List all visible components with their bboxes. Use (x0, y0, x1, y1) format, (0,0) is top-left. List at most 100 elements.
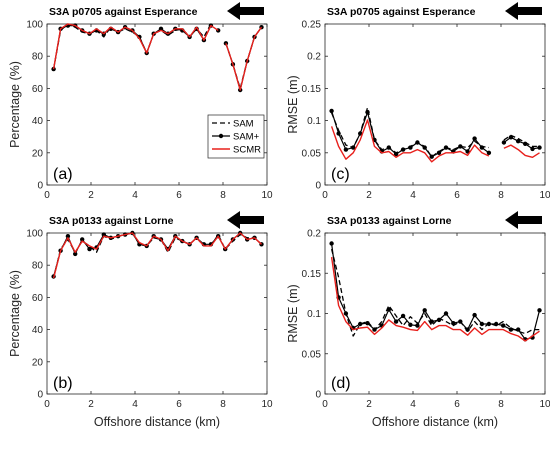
panel-title: S3A p0705 against Esperance (327, 6, 476, 18)
data-point (65, 234, 71, 239)
data-point (508, 135, 514, 140)
y-tick-label: 60 (32, 293, 44, 304)
data-point (422, 308, 427, 313)
x-tick-label: 10 (261, 399, 273, 410)
data-point (415, 140, 420, 145)
series-sam (330, 248, 540, 337)
y-tick-label: 80 (32, 52, 44, 63)
x-tick-label: 4 (410, 399, 416, 410)
left-arrow-icon (505, 211, 542, 229)
legend-entry: SAM+ (233, 132, 260, 143)
left-arrow-icon (227, 2, 264, 20)
y-tick-label: 0.2 (307, 229, 321, 240)
series-scmr (52, 232, 262, 279)
data-point (393, 151, 399, 157)
left-arrow-icon (227, 211, 264, 229)
data-point (101, 232, 107, 237)
legend-marker (218, 133, 224, 139)
x-axis-label: Offshore distance (km) (94, 415, 220, 429)
x-tick-label: 6 (176, 190, 182, 201)
data-point (372, 327, 377, 332)
x-tick-label: 6 (454, 190, 460, 201)
series-line (52, 232, 262, 279)
data-point (429, 319, 434, 324)
x-tick-label: 0 (44, 190, 50, 201)
y-tick-label: 0.1 (307, 309, 321, 320)
data-point (530, 146, 535, 152)
series-scmr (330, 256, 540, 342)
data-point (408, 322, 413, 327)
y-tick-label: 0.1 (307, 116, 321, 127)
data-point (429, 154, 434, 159)
plot-area (46, 23, 268, 186)
data-point (443, 311, 449, 316)
data-point (436, 317, 442, 323)
x-tick-label: 2 (88, 190, 94, 201)
x-tick-label: 4 (132, 399, 138, 410)
data-point (422, 145, 427, 150)
series-scmr (330, 119, 540, 163)
x-tick-label: 10 (261, 190, 273, 201)
data-point (501, 323, 506, 328)
data-point (400, 313, 406, 319)
y-tick-label: 0.15 (302, 269, 322, 280)
data-point (523, 141, 528, 146)
y-axis-label: Percentage (%) (8, 61, 22, 148)
data-point (494, 321, 499, 327)
data-point (443, 145, 449, 150)
data-point (393, 319, 399, 324)
series-line (330, 119, 490, 163)
data-point (465, 327, 470, 332)
data-point (400, 147, 406, 152)
data-point (386, 307, 391, 312)
legend-entry: SAM (233, 119, 254, 130)
left-arrow-icon (505, 2, 542, 20)
data-point (415, 323, 420, 328)
x-tick-label: 8 (220, 190, 226, 201)
data-point (365, 321, 370, 326)
data-point (501, 140, 507, 145)
y-tick-label: 20 (32, 148, 44, 159)
data-point (479, 321, 485, 327)
y-axis-label: RMSE (m) (286, 75, 300, 133)
series-line (503, 134, 540, 148)
data-point (358, 321, 363, 327)
data-point (472, 136, 477, 141)
y-tick-label: 0.15 (302, 84, 322, 95)
data-point (451, 321, 456, 326)
x-axis-label: Offshore distance (km) (372, 415, 498, 429)
plot-area (324, 23, 546, 186)
x-tick-label: 4 (132, 190, 138, 201)
data-point (508, 327, 514, 332)
panel-label: (a) (53, 166, 73, 183)
panel-title: S3A p0705 against Esperance (49, 6, 198, 18)
y-tick-label: 40 (32, 325, 44, 336)
x-tick-label: 0 (322, 190, 328, 201)
y-tick-label: 0.2 (307, 52, 321, 63)
data-point (479, 145, 485, 150)
legend-entry: SCMR (233, 145, 261, 156)
x-tick-label: 2 (366, 190, 372, 201)
y-tick-label: 0.05 (302, 148, 322, 159)
data-point (87, 246, 92, 252)
data-point (486, 321, 492, 327)
data-point (486, 150, 492, 155)
data-point (51, 66, 56, 72)
data-point (472, 312, 477, 318)
chart-panel-3: 0 2 4 6 8 10 0 0.05 0.1 0.15 0.2 0.25 RMSE (m) S3A p0… (286, 2, 550, 201)
x-tick-label: 8 (220, 399, 226, 410)
series-line (330, 256, 540, 342)
y-tick-label: 0 (315, 390, 321, 401)
data-point (343, 147, 349, 152)
panel-label: (c) (331, 166, 350, 183)
y-tick-label: 80 (32, 261, 44, 272)
y-axis-label: RMSE (m) (286, 284, 300, 342)
data-point (358, 131, 363, 136)
data-point (80, 237, 85, 242)
data-point (408, 145, 413, 150)
series-line (503, 144, 540, 159)
data-point (351, 145, 356, 150)
y-tick-label: 100 (26, 229, 43, 240)
legend: SAM SAM+ SCMR (207, 114, 265, 159)
plot-area (324, 232, 546, 395)
